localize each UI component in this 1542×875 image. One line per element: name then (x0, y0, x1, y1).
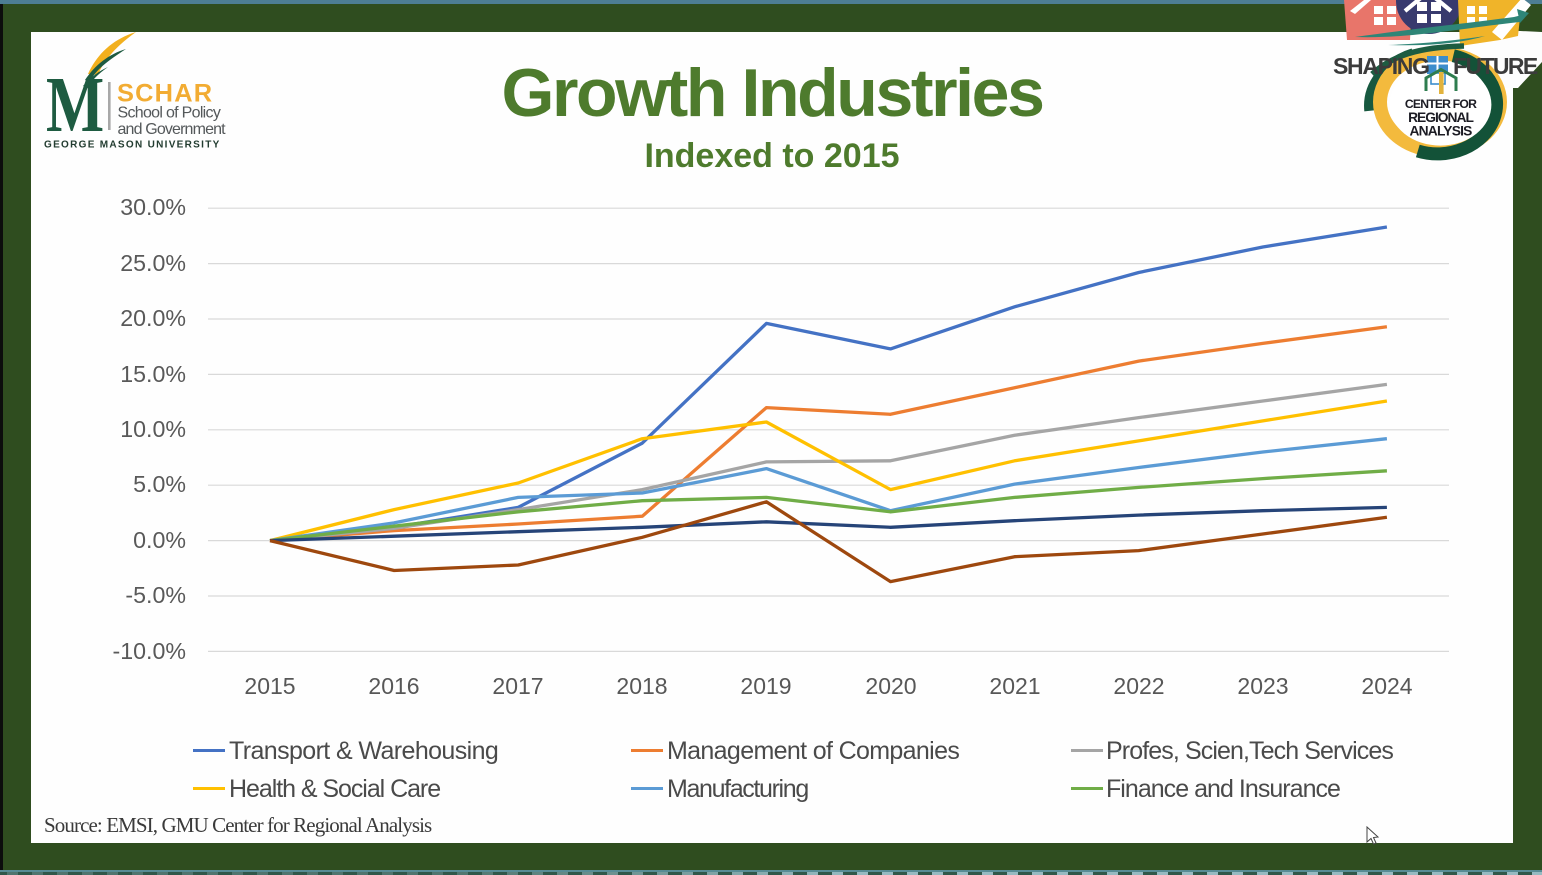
svg-text:-5.0%: -5.0% (125, 582, 186, 608)
svg-text:2019: 2019 (740, 673, 791, 699)
svg-text:FUTURE: FUTURE (1453, 53, 1538, 79)
svg-text:REGIONAL: REGIONAL (1408, 110, 1473, 125)
svg-text:SCHAR: SCHAR (117, 80, 213, 108)
svg-text:ANALYSIS: ANALYSIS (1409, 123, 1472, 138)
svg-text:2023: 2023 (1237, 673, 1288, 699)
svg-text:GEORGE MASON UNIVERSITY: GEORGE MASON UNIVERSITY (44, 140, 221, 151)
svg-text:15.0%: 15.0% (120, 361, 186, 387)
svg-text:School of Policy: School of Policy (118, 105, 221, 122)
svg-text:SHAPING: SHAPING (1333, 53, 1429, 79)
svg-text:2022: 2022 (1113, 673, 1164, 699)
svg-text:0.0%: 0.0% (133, 527, 186, 553)
svg-text:5.0%: 5.0% (133, 471, 186, 497)
svg-text:10.0%: 10.0% (120, 416, 186, 442)
svg-text:2015: 2015 (244, 673, 295, 699)
svg-text:CENTER FOR: CENTER FOR (1405, 97, 1477, 111)
svg-text:and Government: and Government (118, 121, 227, 138)
svg-text:M: M (46, 62, 104, 149)
svg-text:25.0%: 25.0% (120, 250, 186, 276)
svg-text:2024: 2024 (1361, 673, 1412, 699)
svg-text:20.0%: 20.0% (120, 305, 186, 331)
svg-text:2017: 2017 (492, 673, 543, 699)
svg-text:2018: 2018 (616, 673, 667, 699)
svg-text:2020: 2020 (865, 673, 916, 699)
svg-text:-10.0%: -10.0% (113, 638, 186, 664)
svg-text:30.0%: 30.0% (120, 194, 186, 220)
svg-text:2021: 2021 (989, 673, 1040, 699)
svg-text:2016: 2016 (368, 673, 419, 699)
